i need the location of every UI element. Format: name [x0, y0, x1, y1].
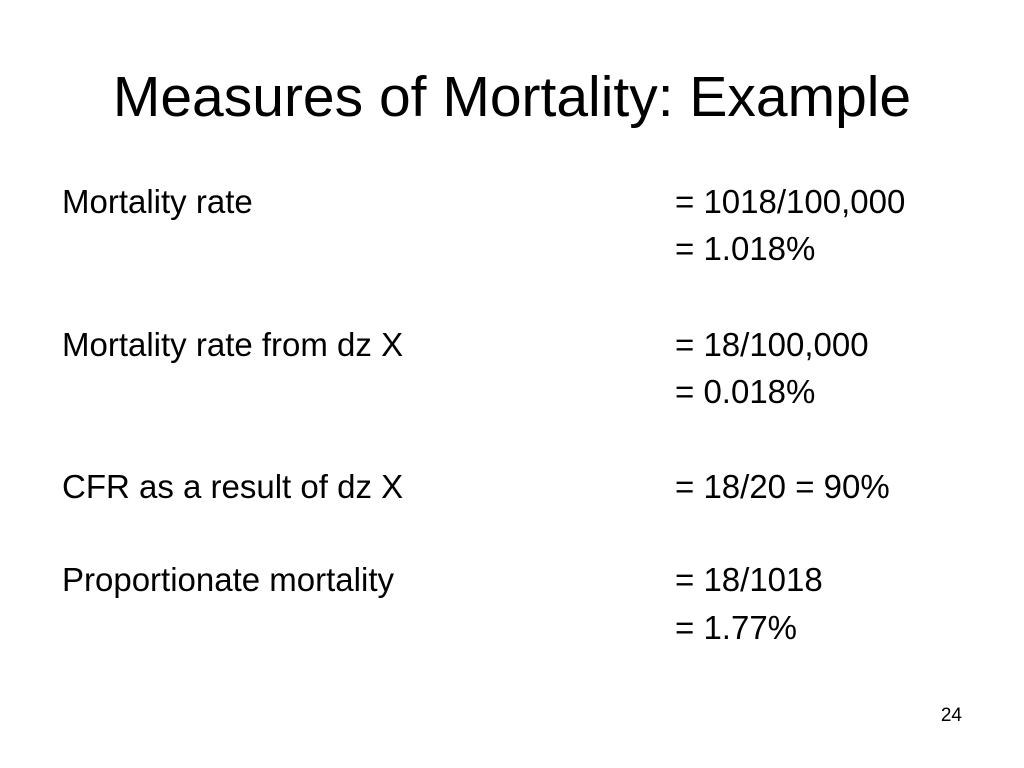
- mortality-rate-label: Mortality rate: [62, 183, 253, 220]
- mortality-rate-value: = 1018/100,000: [675, 183, 906, 220]
- mortality-rate-dz-value: = 18/100,000: [675, 326, 869, 363]
- proportionate-mortality-label: Proportionate mortality: [62, 561, 394, 598]
- slide-title: Measures of Mortality: Example: [112, 65, 912, 129]
- mortality-rate-dz-percent-value: = 0.018%: [675, 373, 816, 410]
- mortality-rate-percent-value: = 1.018%: [675, 230, 816, 267]
- page-number: 24: [940, 705, 962, 726]
- cfr-label: CFR as a result of dz X: [62, 468, 404, 505]
- proportionate-mortality-percent-value: = 1.77%: [675, 609, 798, 646]
- cfr-value: = 18/20 = 90%: [675, 468, 890, 505]
- proportionate-mortality-value: = 18/1018: [675, 561, 823, 598]
- mortality-rate-dz-label: Mortality rate from dz X: [62, 326, 404, 363]
